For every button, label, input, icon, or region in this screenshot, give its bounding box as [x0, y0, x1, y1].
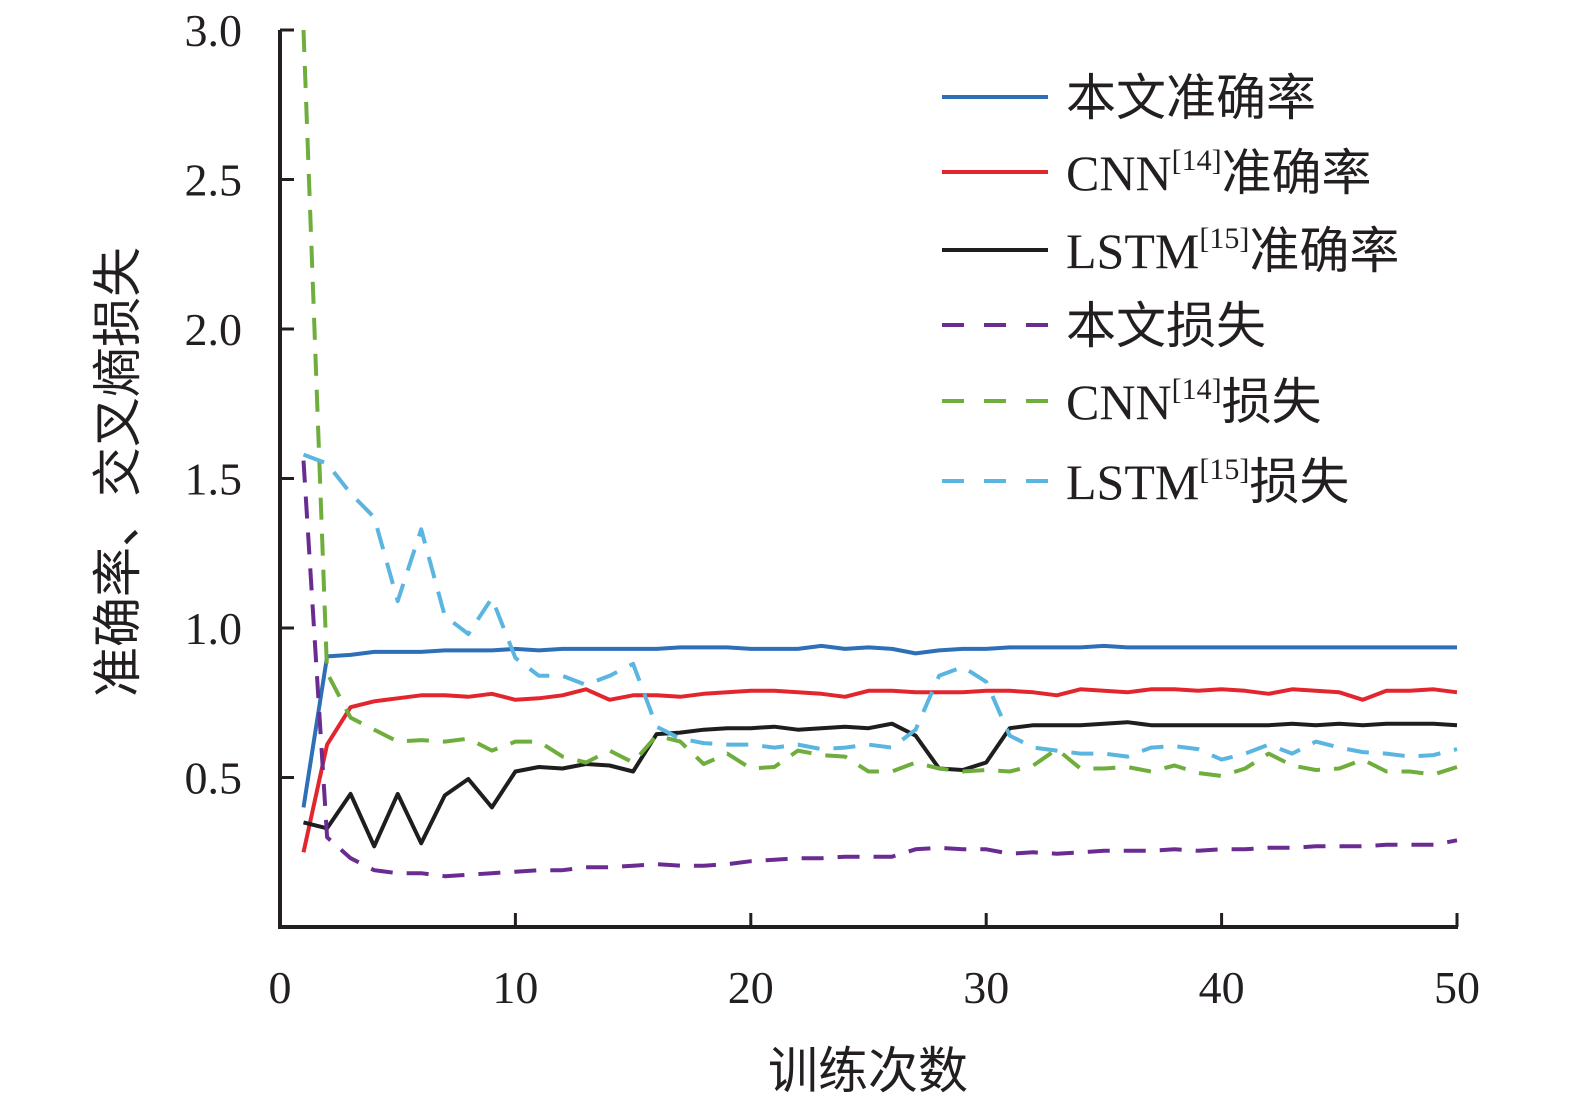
series-line-lstm-loss [302, 452, 1458, 762]
series-line-cnn-accuracy [301, 687, 1458, 853]
series-line-proposed-accuracy [301, 643, 1457, 808]
x-tick-label: 50 [1434, 962, 1480, 1013]
y-tick-label: 1.0 [185, 603, 243, 654]
legend-label-cnn-loss: CNN[14]损失 [1066, 373, 1322, 430]
x-tick-label: 30 [963, 962, 1009, 1013]
legend-label-lstm-accuracy: LSTM[15]准确率 [1066, 222, 1399, 279]
series-line-cnn-loss [301, 29, 1458, 778]
x-tick-label: 0 [269, 962, 292, 1013]
y-axis-title: 准确率、交叉熵损失 [90, 247, 146, 697]
series-line-lstm-accuracy [303, 720, 1458, 849]
series-lines [301, 29, 1458, 879]
y-tick-label: 1.5 [185, 454, 243, 505]
series-line-proposed-loss [301, 460, 1458, 879]
legend-label-proposed-accuracy: 本文准确率 [1066, 70, 1316, 126]
y-tick-label: 2.0 [185, 304, 243, 355]
x-tick-label: 20 [728, 962, 774, 1013]
y-tick-label: 2.5 [185, 155, 243, 206]
x-tick-label: 10 [492, 962, 538, 1013]
legend-label-proposed-loss: 本文损失 [1066, 298, 1266, 354]
legend-label-cnn-accuracy: CNN[14]准确率 [1066, 144, 1372, 201]
y-tick-label: 0.5 [185, 753, 243, 804]
y-tick-label: 3.0 [185, 5, 243, 56]
x-tick-label: 40 [1199, 962, 1245, 1013]
x-axis-title: 训练次数 [768, 1043, 968, 1099]
legend-label-lstm-loss: LSTM[15]损失 [1066, 453, 1349, 510]
axis-ticks: 0 10 20 30 40 50 0.5 1.0 1.5 2.0 2.5 3.0 [185, 5, 1481, 1013]
